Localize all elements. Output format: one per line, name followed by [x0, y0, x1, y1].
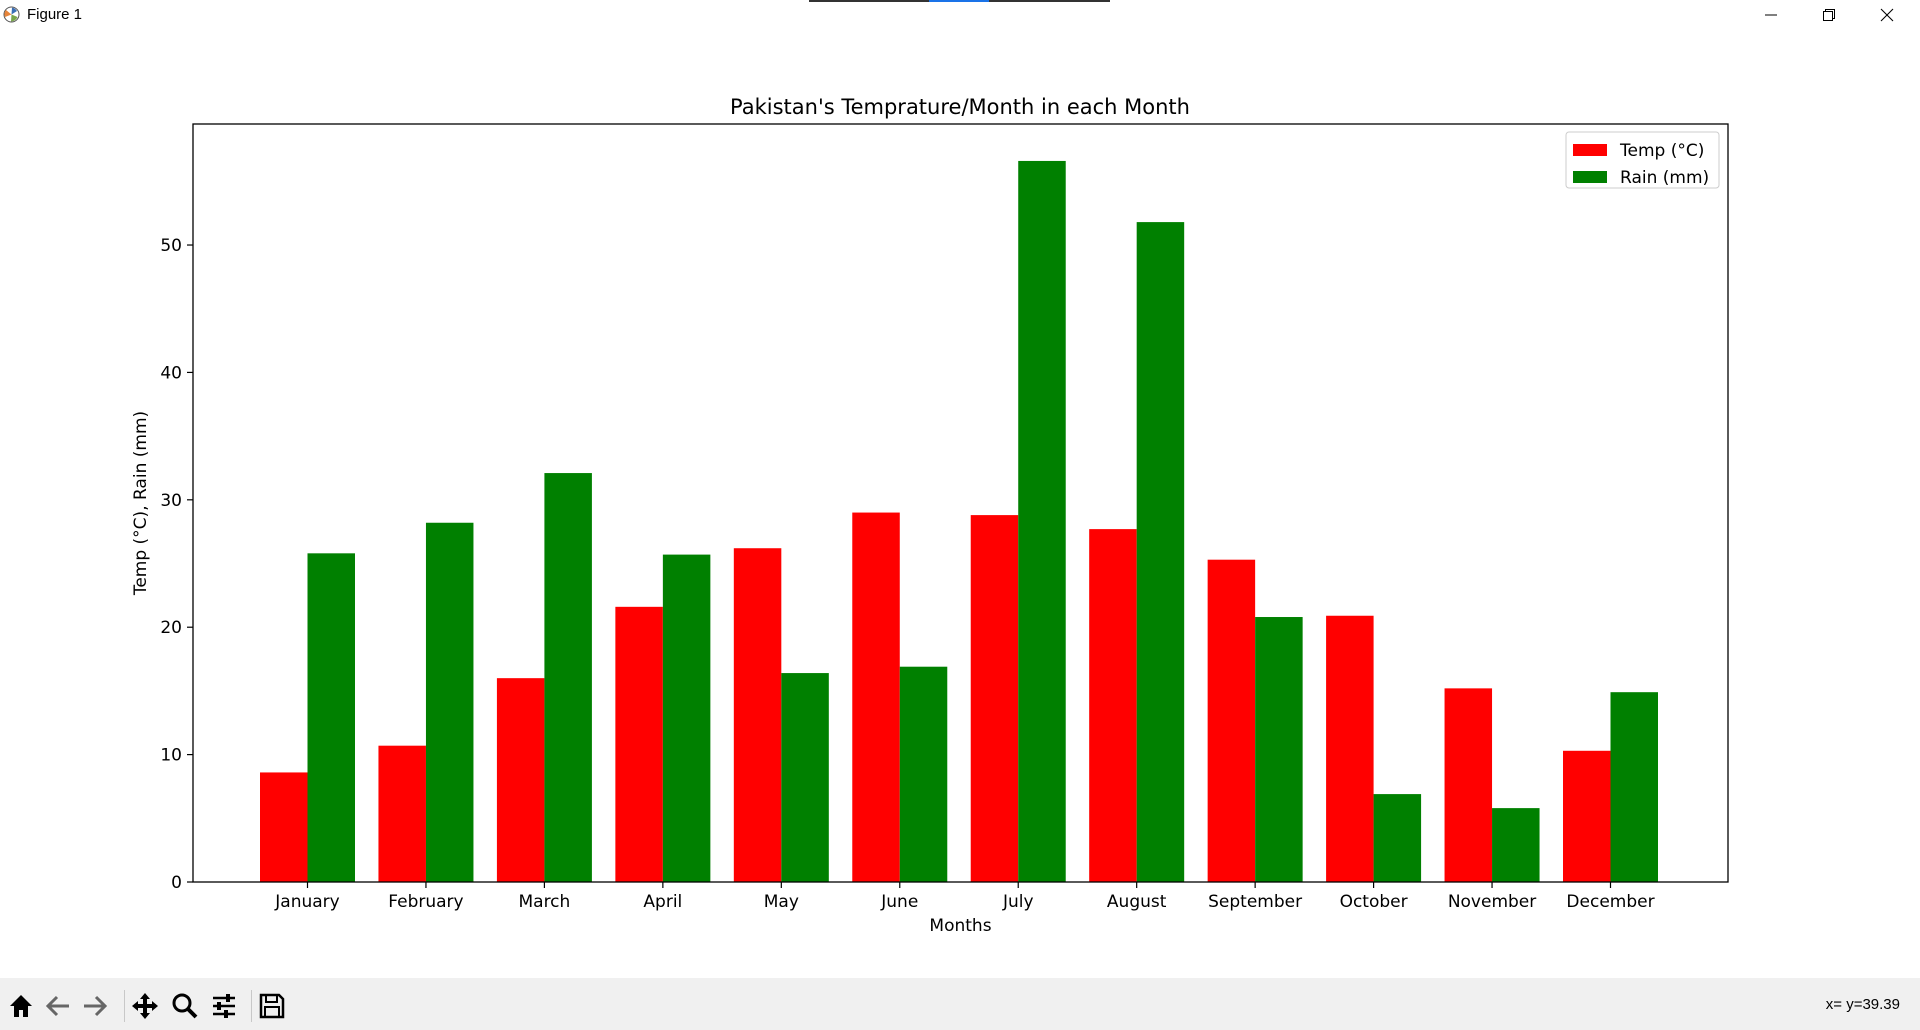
bar-temp-march [496, 678, 545, 882]
drag-indicator [809, 0, 1110, 2]
arrow-left-icon [45, 995, 69, 1017]
axes-frame [192, 123, 1729, 883]
y-tick-label: 0 [171, 873, 182, 893]
x-tick-label: April [643, 892, 682, 912]
bar-temp-may [733, 548, 782, 882]
x-tick-label: June [880, 892, 918, 912]
title-bar: Figure 1 [0, 0, 1920, 30]
navigation-toolbar: x= y=39.39 [0, 978, 1920, 1030]
legend-label-rain: Rain (mm) [1620, 168, 1709, 188]
move-icon [132, 993, 158, 1019]
legend-swatch-rain [1573, 171, 1607, 183]
bar-chart: Pakistan's Temprature/Month in each Mont… [131, 95, 1729, 936]
legend-label-temp: Temp (°C) [1619, 141, 1704, 161]
home-button[interactable] [3, 988, 39, 1024]
y-tick-label: 30 [160, 491, 182, 511]
x-tick-label: February [388, 892, 463, 912]
forward-button[interactable] [77, 988, 113, 1024]
bar-rain-september [1255, 617, 1303, 882]
bar-rain-october [1373, 794, 1422, 882]
minimize-icon [1765, 14, 1777, 16]
bar-temp-july [970, 515, 1019, 882]
y-ticks: 0 10 20 30 40 50 [160, 236, 193, 893]
bar-rain-february [425, 522, 474, 882]
cursor-coordinates: x= y=39.39 [1825, 996, 1900, 1013]
bar-temp-february [378, 745, 426, 882]
x-tick-label: May [764, 892, 799, 912]
close-button[interactable] [1858, 0, 1916, 30]
bars-group [260, 160, 1658, 883]
window-title: Figure 1 [27, 6, 83, 23]
minimize-button[interactable] [1742, 0, 1800, 30]
restore-icon [1823, 9, 1835, 21]
x-tick-label: September [1208, 892, 1302, 912]
toolbar-separator [124, 990, 125, 1022]
bar-temp-august [1089, 529, 1137, 882]
arrow-right-icon [84, 995, 108, 1017]
x-tick-label: December [1566, 892, 1654, 912]
bar-rain-july [1018, 160, 1066, 883]
x-tick-label: November [1448, 892, 1536, 912]
bar-rain-june [899, 666, 948, 882]
bar-temp-april [615, 606, 663, 882]
zoom-button[interactable] [167, 988, 203, 1024]
x-tick-label: July [1002, 892, 1034, 912]
y-axis-label: Temp (°C), Rain (mm) [131, 411, 151, 596]
bar-rain-april [662, 554, 711, 882]
x-tick-label: January [274, 892, 339, 912]
bar-rain-may [781, 673, 829, 882]
y-tick-label: 40 [160, 363, 182, 383]
x-ticks: January February March April May June July Augu… [274, 882, 1655, 912]
floppy-disk-icon [259, 993, 285, 1019]
bar-temp-january [260, 772, 308, 882]
legend-swatch-temp [1573, 144, 1607, 156]
bar-temp-october [1326, 615, 1374, 882]
legend: Temp (°C) Rain (mm) [1565, 131, 1720, 189]
back-button[interactable] [40, 988, 76, 1024]
bar-temp-june [852, 512, 900, 882]
bar-rain-december [1610, 692, 1658, 882]
x-tick-label: March [518, 892, 570, 912]
x-axis-label: Months [929, 916, 991, 936]
bar-temp-december [1563, 750, 1611, 882]
bar-rain-march [544, 473, 592, 882]
bar-rain-january [307, 553, 355, 882]
configure-subplots-button[interactable] [206, 988, 242, 1024]
y-tick-label: 50 [160, 236, 182, 256]
toolbar-separator [251, 990, 252, 1022]
bar-rain-november [1492, 808, 1540, 882]
sliders-icon [213, 994, 235, 1018]
close-icon [1880, 8, 1894, 22]
y-tick-label: 20 [160, 618, 182, 638]
pan-button[interactable] [127, 988, 163, 1024]
maximize-button[interactable] [1800, 0, 1858, 30]
figure-canvas[interactable]: Pakistan's Temprature/Month in each Mont… [0, 30, 1920, 978]
x-tick-label: August [1107, 892, 1167, 912]
magnifier-icon [172, 993, 198, 1019]
matplotlib-icon [3, 6, 20, 23]
home-icon [10, 995, 32, 1017]
bar-rain-august [1136, 222, 1185, 882]
chart-title: Pakistan's Temprature/Month in each Mont… [730, 95, 1190, 119]
save-button[interactable] [254, 988, 290, 1024]
y-tick-label: 10 [160, 746, 182, 766]
x-tick-label: October [1340, 892, 1408, 912]
bar-temp-november [1444, 688, 1493, 882]
bar-temp-september [1207, 559, 1256, 882]
